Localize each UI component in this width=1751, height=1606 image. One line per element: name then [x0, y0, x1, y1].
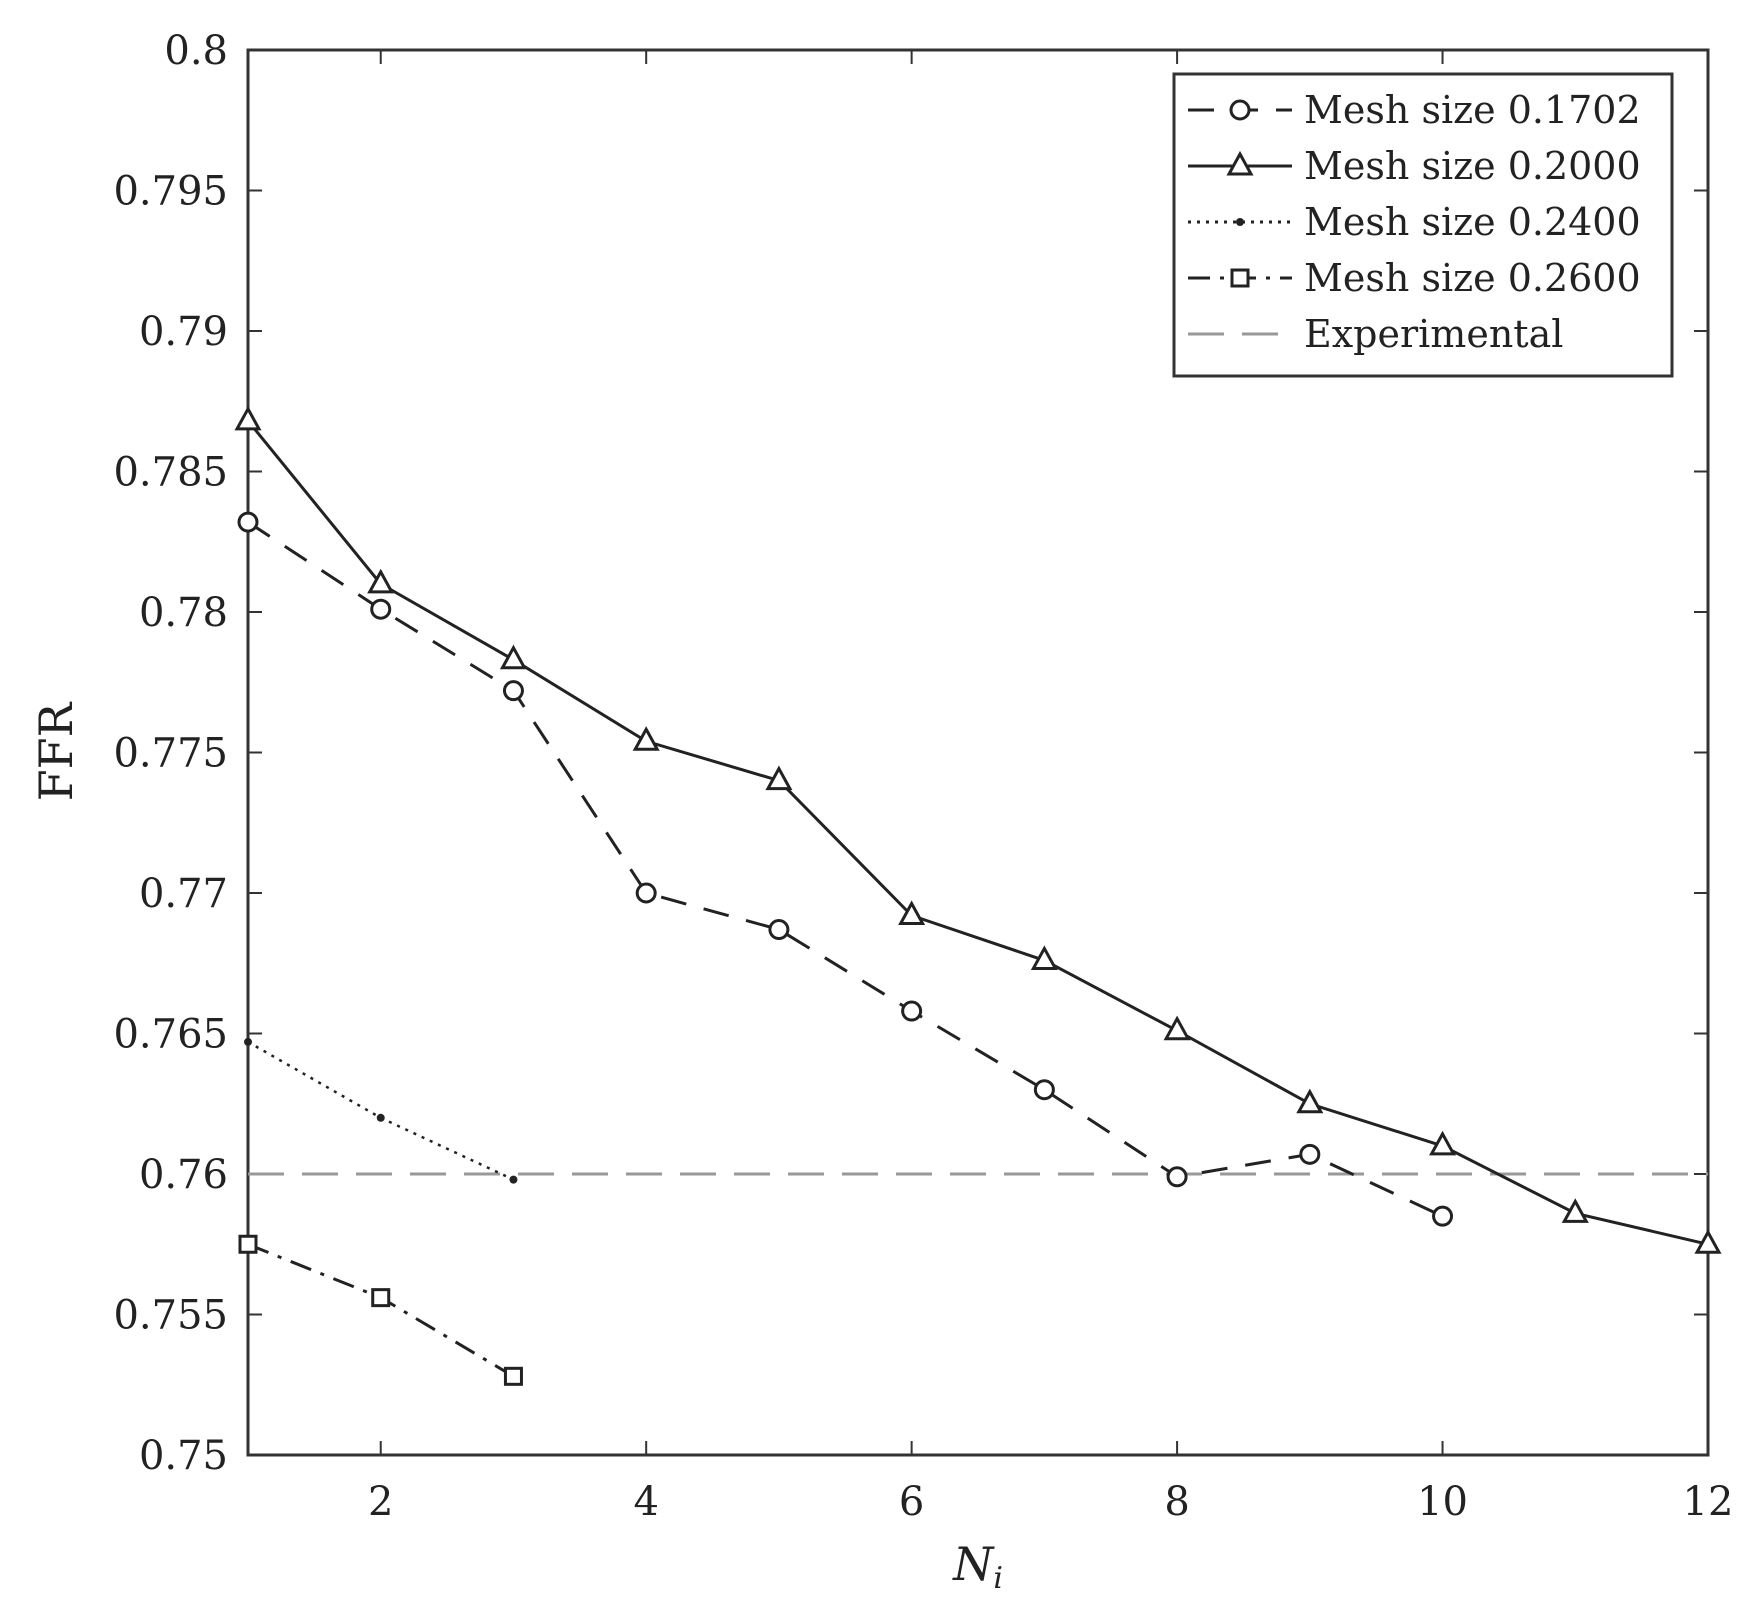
- series-3-point: [509, 1175, 518, 1184]
- y-tick-label: 0.755: [113, 1293, 228, 1339]
- y-tick-label: 0.78: [139, 590, 228, 636]
- series-1-point: [901, 1000, 923, 1022]
- series-3-point: [376, 1113, 385, 1122]
- y-tick-label: 0.76: [139, 1152, 228, 1198]
- series-2-point: [898, 900, 926, 925]
- series-4-point: [371, 1288, 391, 1308]
- series-2-point: [499, 644, 527, 670]
- legend-marker: [1236, 218, 1244, 226]
- series-1-point: [768, 919, 790, 941]
- series-1-point: [502, 680, 524, 702]
- y-tick-label: 0.8: [164, 28, 228, 74]
- series-4-point: [503, 1366, 523, 1386]
- series-1-point: [635, 882, 657, 904]
- series-2-point: [1694, 1229, 1722, 1254]
- legend-label: Mesh size 0.2400: [1304, 200, 1641, 244]
- y-tick-label: 0.75: [139, 1433, 228, 1479]
- y-tick-label: 0.79: [139, 309, 228, 355]
- x-axis-title: Ni: [952, 1537, 1003, 1596]
- legend-label: Mesh size 0.1702: [1304, 88, 1641, 132]
- series-1-point: [1299, 1143, 1321, 1165]
- legend-marker: [1229, 99, 1251, 121]
- legend-marker: [1226, 150, 1254, 176]
- series-2-point: [234, 405, 262, 431]
- y-tick-label: 0.775: [113, 731, 228, 777]
- y-tick-label: 0.77: [139, 871, 228, 917]
- y-tick-label: 0.785: [113, 450, 228, 496]
- series-2-point: [1429, 1130, 1457, 1156]
- legend-label: Experimental: [1304, 312, 1563, 356]
- series-2-line: [246, 419, 1709, 1246]
- y-tick-label: 0.765: [113, 1012, 228, 1058]
- series-2-point: [1163, 1015, 1191, 1041]
- y-axis-title: FFR: [29, 701, 83, 801]
- x-tick-label: 2: [368, 1479, 393, 1525]
- series-1-point: [1166, 1166, 1188, 1188]
- series-2-point: [765, 765, 793, 791]
- legend-box: [1172, 72, 1674, 378]
- y-tick-label: 0.795: [113, 169, 228, 215]
- legend-label: Mesh size 0.2000: [1304, 144, 1641, 188]
- x-tick-label: 8: [1164, 1479, 1189, 1525]
- series-1-point: [1432, 1205, 1454, 1227]
- series-2-point: [1561, 1198, 1589, 1223]
- legend-marker: [1230, 268, 1250, 288]
- x-tick-label: 4: [633, 1479, 658, 1525]
- x-tick-label: 12: [1683, 1479, 1734, 1525]
- series-2-point: [1030, 945, 1058, 970]
- series-3-point: [244, 1037, 252, 1046]
- x-tick-label: 6: [899, 1479, 924, 1525]
- series-1-point: [370, 598, 392, 620]
- legend-label: Mesh size 0.2600: [1304, 256, 1641, 300]
- series-1-line: [247, 520, 1444, 1218]
- series-2-point: [367, 568, 395, 594]
- x-tick-label: 10: [1417, 1479, 1468, 1525]
- series-1-point: [237, 511, 259, 533]
- series-2-point: [1296, 1088, 1324, 1114]
- series-2-point: [632, 726, 660, 751]
- series-1-point: [1033, 1079, 1055, 1101]
- series-4-point: [238, 1234, 258, 1254]
